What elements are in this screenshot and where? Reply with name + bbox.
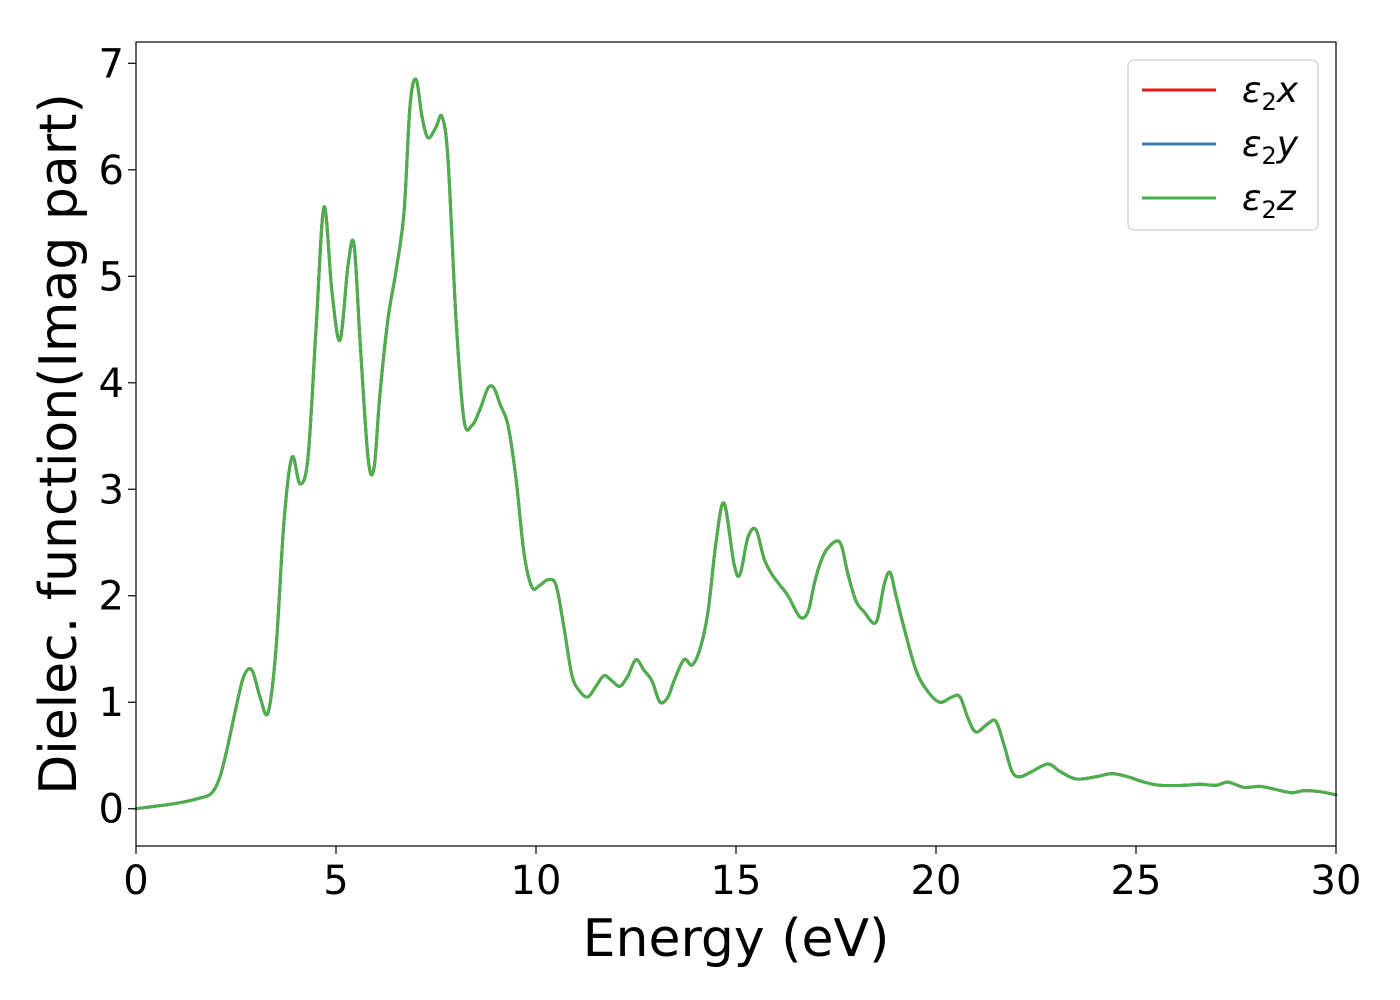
y-axis-ticks: 0 1 2 3 4 5 6 7 [99,41,136,833]
x-axis-label: Energy (eV) [583,909,890,969]
x-tick-label: 15 [711,858,762,904]
x-tick-label: 0 [123,858,148,904]
series-line-z [134,77,1338,811]
legend: ε2x ε2y ε2z [1127,59,1319,231]
y-tick-label: 4 [99,361,124,407]
legend-label-x: ε2x [1242,70,1299,116]
y-tick-label: 1 [99,680,124,726]
y-tick-label: 5 [99,254,124,300]
x-tick-label: 10 [511,858,562,904]
series-layer [134,77,1338,811]
x-tick-label: 5 [323,858,348,904]
y-tick-label: 2 [99,574,124,620]
y-tick-label: 3 [99,467,124,513]
y-tick-label: 7 [99,41,124,87]
y-axis-label: Dielec. function(Imag part) [29,93,89,795]
x-tick-label: 20 [911,858,962,904]
x-axis-ticks: 0 5 10 15 20 25 30 [123,846,1361,904]
x-tick-label: 25 [1111,858,1162,904]
legend-label-z: ε2z [1242,178,1297,224]
x-tick-label: 30 [1311,858,1362,904]
y-tick-label: 0 [99,787,124,833]
legend-label-y: ε2y [1242,124,1299,170]
legend-box [1127,59,1319,231]
y-tick-label: 6 [99,148,124,194]
